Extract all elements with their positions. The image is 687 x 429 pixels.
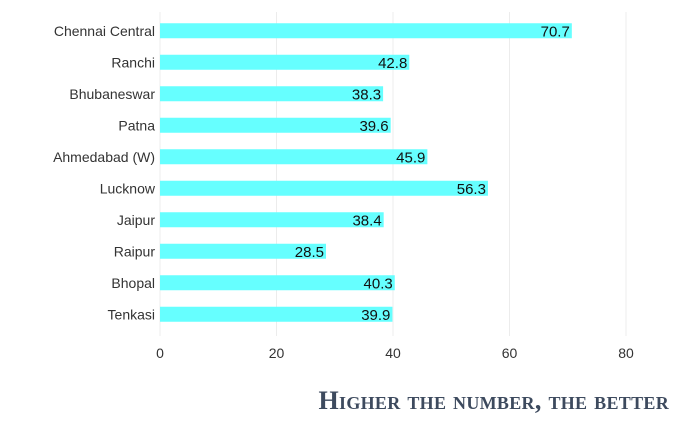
value-label: 56.3	[457, 181, 486, 198]
bar	[160, 86, 384, 102]
bar	[160, 23, 572, 39]
x-tick-label: 80	[618, 345, 634, 361]
category-label: Patna	[118, 117, 155, 133]
value-label: 39.9	[361, 307, 390, 324]
x-tick-label: 40	[385, 345, 401, 361]
category-labels: Chennai Central Ranchi Bhubaneswar Patna Ahm…	[53, 23, 156, 323]
x-tick-label: 0	[156, 345, 164, 361]
value-labels: 70.7 42.8 38.3 39.6 45.9 56.3 38.4 28.5 40.3 39.9	[295, 23, 570, 324]
value-label: 42.8	[378, 55, 407, 72]
value-label: 38.3	[352, 86, 381, 103]
bar	[160, 275, 395, 291]
x-tick-label: 20	[269, 345, 285, 361]
category-label: Jaipur	[117, 212, 155, 228]
category-label: Lucknow	[100, 180, 156, 196]
value-label: 70.7	[541, 23, 570, 40]
value-label: 40.3	[364, 275, 393, 292]
bars	[160, 23, 572, 322]
category-label: Bhopal	[111, 275, 155, 291]
x-axis-ticks: 0 20 40 60 80	[156, 345, 634, 361]
footer-note: Higher the number, the better	[318, 386, 669, 415]
value-label: 45.9	[396, 149, 425, 166]
bar	[160, 243, 327, 259]
bar	[160, 117, 391, 133]
value-label: 38.4	[352, 212, 381, 229]
bar	[160, 306, 393, 322]
bar	[160, 149, 428, 165]
bar	[160, 212, 384, 228]
category-label: Chennai Central	[54, 23, 155, 39]
category-label: Raipur	[114, 243, 156, 259]
category-label: Ahmedabad (W)	[53, 149, 155, 165]
category-label: Tenkasi	[108, 306, 155, 322]
category-label: Bhubaneswar	[69, 86, 155, 102]
value-label: 28.5	[295, 244, 324, 261]
category-label: Ranchi	[111, 54, 155, 70]
bar	[160, 54, 410, 70]
bar	[160, 180, 488, 196]
x-tick-label: 60	[502, 345, 518, 361]
value-label: 39.6	[359, 118, 388, 135]
